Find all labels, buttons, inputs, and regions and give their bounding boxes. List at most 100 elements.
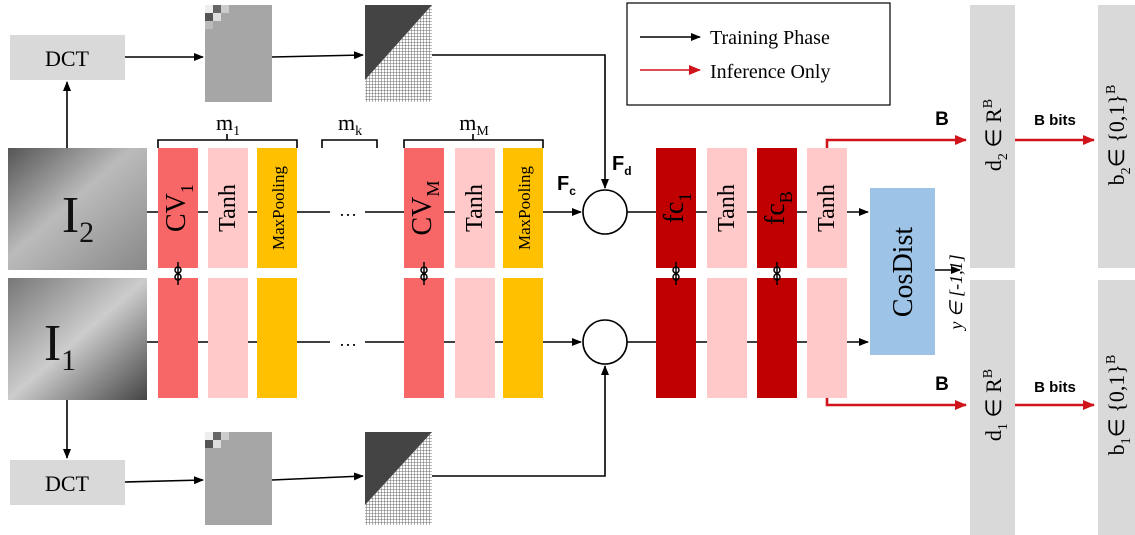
- text-part: F: [557, 173, 569, 195]
- group-brackets: [157, 134, 544, 148]
- shape: [213, 5, 221, 13]
- inference-arrow: [825, 398, 967, 410]
- text-part: c: [569, 184, 576, 198]
- text-part: m: [216, 110, 233, 135]
- layer-block: [158, 278, 198, 398]
- layer-label: CV1: [161, 184, 197, 232]
- connections: [63, 51, 961, 485]
- hash-box: [1098, 280, 1135, 535]
- layer-block: [503, 148, 543, 268]
- text-part: 1: [675, 193, 695, 202]
- shape: [124, 476, 204, 485]
- shape: [205, 432, 213, 440]
- text-part: I: [44, 315, 61, 372]
- feature-label: Fd: [612, 153, 632, 178]
- text-part: 2: [79, 216, 94, 249]
- text-part: M: [476, 124, 489, 139]
- layer-label: CVM: [407, 180, 443, 235]
- output-label: d2 ∈ RB: [981, 99, 1011, 171]
- mask-image: [365, 432, 432, 525]
- text-part: B: [776, 191, 796, 203]
- shape: [205, 5, 272, 102]
- text-part: m: [459, 110, 476, 135]
- text-part: b: [1104, 174, 1129, 185]
- cosdist-label: CosDist: [888, 227, 919, 317]
- layer-block: [807, 148, 847, 268]
- text-part: MaxPooling: [515, 165, 534, 250]
- ellipsis: …: [339, 200, 357, 220]
- shared-link: [773, 266, 781, 274]
- shared-link: [672, 273, 680, 281]
- shape: [205, 21, 213, 29]
- layer-label: Tanh: [462, 184, 488, 232]
- layer-block: [208, 148, 248, 268]
- text-part: B: [981, 369, 996, 378]
- text-part: CV: [407, 197, 438, 236]
- legend-label: Training Phase: [710, 27, 830, 49]
- layer-label: fcB: [760, 191, 796, 225]
- text-part: 1: [177, 184, 197, 193]
- text-part: d: [624, 164, 631, 178]
- text-part: fc: [760, 203, 791, 225]
- cosdist-box: [870, 188, 935, 355]
- output-label: b1∈ {0,1}B: [1104, 355, 1134, 456]
- layer-block: [503, 278, 543, 398]
- shape: [221, 5, 229, 13]
- bit-count: B: [935, 374, 949, 395]
- text-part: 2: [1119, 167, 1134, 174]
- text-part: B: [1104, 355, 1119, 364]
- shape: [365, 5, 432, 80]
- descriptor-box: [970, 5, 1015, 268]
- shape: [321, 139, 378, 148]
- text-part: 2: [996, 153, 1011, 160]
- legend-label: Inference Only: [710, 61, 831, 83]
- text-part: CV: [161, 193, 192, 232]
- layer-label: fc1: [659, 193, 695, 224]
- text-part: 1: [233, 124, 240, 139]
- shape: [213, 13, 221, 21]
- shape: [221, 432, 229, 440]
- text-part: ∈ {0,1}: [1104, 364, 1129, 437]
- shape: [205, 13, 213, 21]
- shape: [205, 5, 213, 13]
- text-part: fc: [659, 202, 690, 224]
- descriptor-box: [970, 280, 1015, 535]
- layer-block: [158, 148, 198, 268]
- layer-block: [757, 278, 797, 398]
- text-part: B: [1104, 85, 1119, 94]
- text-part: 1: [996, 423, 1011, 430]
- text-part: d: [981, 430, 1006, 441]
- range-label: y ∈ [-1,1]: [946, 254, 966, 331]
- layer-label: MaxPooling: [269, 165, 288, 250]
- legend-box: [626, 2, 891, 106]
- text-part: ∈ R: [981, 378, 1006, 423]
- fusion-node: [582, 189, 628, 235]
- text-part: Tanh: [814, 184, 840, 232]
- shared-link: [174, 273, 182, 281]
- layer-block: [257, 148, 297, 268]
- group-label: mM: [459, 110, 489, 139]
- shared-link: [420, 266, 428, 274]
- group-label: m1: [216, 110, 240, 139]
- shape: [432, 54, 609, 189]
- input-image: [8, 148, 147, 270]
- input-image: [8, 278, 147, 400]
- shape: [432, 365, 609, 477]
- layer-label: Tanh: [814, 184, 840, 232]
- shape: [157, 134, 298, 148]
- text-part: Tanh: [714, 184, 740, 232]
- shared-link: [773, 273, 781, 281]
- dct-label: DCT: [45, 46, 90, 71]
- ellipsis: …: [339, 330, 357, 350]
- inference-arrow: [825, 135, 967, 148]
- layer-block: [257, 278, 297, 398]
- shape: [403, 134, 544, 148]
- layer-block: [656, 148, 696, 268]
- dct-box: [10, 460, 125, 505]
- shape: [271, 472, 364, 481]
- layer-block: [404, 148, 444, 268]
- text-part: F: [612, 153, 624, 175]
- shape: [271, 51, 364, 60]
- shared-link: [672, 266, 680, 274]
- dct-label: DCT: [45, 471, 90, 496]
